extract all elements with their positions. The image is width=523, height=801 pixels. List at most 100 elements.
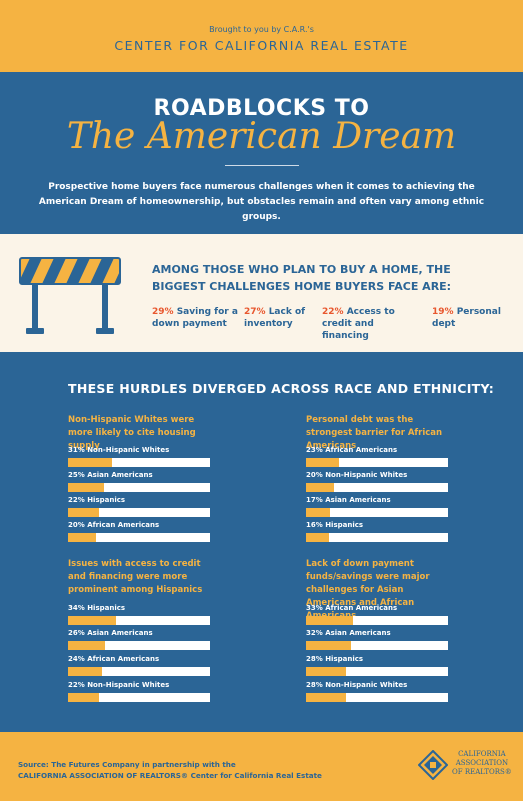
logo-line1: CALIFORNIA: [458, 750, 506, 758]
bar-label: 33% African Americans: [306, 604, 398, 612]
bar-track: [68, 508, 210, 517]
bar-row: 24% African Americans: [68, 655, 213, 676]
bar-label: 28% Hispanics: [306, 655, 364, 663]
bar-fill: [306, 641, 352, 650]
challenge-pct: 22%: [322, 307, 344, 317]
hurdle-panel: Non-Hispanic Whites were more likely to …: [68, 414, 213, 544]
panel-title: Personal debt was the strongest barrier …: [306, 415, 443, 451]
car-logo-text: CALIFORNIA ASSOCIATION OF REALTORS®: [452, 750, 512, 777]
source-line1: Source: The Futures Company in partnersh…: [18, 760, 236, 769]
bar-row: 23% African Americans: [306, 446, 451, 467]
title-section: ROADBLOCKS TO The American Dream Prospec…: [0, 72, 523, 234]
bar-label: 34% Hispanics: [68, 604, 126, 612]
bar-label: 17% Asian Americans: [306, 496, 391, 504]
logo-line3: OF REALTORS®: [452, 768, 512, 776]
bar-fill: [306, 533, 329, 542]
bar-row: 28% Hispanics: [306, 655, 451, 676]
bar-row: 26% Asian Americans: [68, 629, 213, 650]
challenges-band: AMONG THOSE WHO PLAN TO BUY A HOME, THE …: [0, 234, 523, 352]
intro-text: Prospective home buyers face numerous ch…: [38, 182, 485, 222]
title-divider: [225, 165, 299, 166]
bar-fill: [306, 483, 335, 492]
bar-track: [306, 458, 448, 467]
bar-label: 16% Hispanics: [306, 521, 364, 529]
bar-fill: [68, 458, 113, 467]
bar-label: 22% Non-Hispanic Whites: [68, 681, 170, 689]
challenge-label: Lack of inventory: [244, 307, 306, 329]
bar-row: 33% African Americans: [306, 604, 451, 625]
brought-by-text: Brought to you by C.A.R.'s: [209, 25, 314, 34]
header: Brought to you by C.A.R.'s CENTER FOR CA…: [0, 0, 523, 72]
logo-line2: ASSOCIATION: [455, 759, 509, 767]
bar-fill: [68, 483, 104, 492]
bar-label: 25% Asian Americans: [68, 471, 153, 479]
bar-track: [306, 533, 448, 542]
bar-track: [68, 641, 210, 650]
hurdle-panel: Issues with access to credit and financi…: [68, 558, 213, 708]
bar-label: 24% African Americans: [68, 655, 160, 663]
bar-label: 26% Asian Americans: [68, 629, 153, 637]
challenge-pct: 27%: [244, 307, 266, 317]
bar-label: 32% Asian Americans: [306, 629, 391, 637]
challenge-label: Personal dept: [432, 307, 501, 329]
challenge-label: Access to credit and financing: [322, 307, 395, 341]
center-name: CENTER FOR CALIFORNIA REAL ESTATE: [114, 38, 409, 53]
bar-row: 17% Asian Americans: [306, 496, 451, 517]
bar-track: [306, 616, 448, 625]
bar-label: 28% Non-Hispanic Whites: [306, 681, 408, 689]
title-line2: The American Dream: [66, 116, 457, 157]
bar-row: 16% Hispanics: [306, 521, 451, 542]
bar-row: 25% Asian Americans: [68, 471, 213, 492]
bar-label: 20% Non-Hispanic Whites: [306, 471, 408, 479]
challenge-item: 29% Saving for a down payment: [152, 306, 238, 330]
bar-track: [68, 458, 210, 467]
bar-row: 22% Hispanics: [68, 496, 213, 517]
challenges-heading: AMONG THOSE WHO PLAN TO BUY A HOME, THE …: [152, 263, 452, 293]
bar-track: [306, 693, 448, 702]
source-note: Source: The Futures Company in partnersh…: [18, 759, 322, 781]
hurdle-panel: Lack of down payment funds/savings were …: [306, 558, 451, 708]
bar-track: [68, 616, 210, 625]
bar-row: 32% Asian Americans: [306, 629, 451, 650]
bar-track: [68, 533, 210, 542]
road-barrier-icon: [19, 257, 121, 334]
bar-track: [306, 667, 448, 676]
bar-track: [306, 483, 448, 492]
bar-fill: [68, 616, 117, 625]
bar-label: 31% Non-Hispanic Whites: [68, 446, 170, 454]
bar-label: 23% African Americans: [306, 446, 398, 454]
car-logo-icon: [418, 750, 448, 780]
bar-fill: [306, 693, 346, 702]
challenge-item: 27% Lack of inventory: [244, 306, 316, 330]
bar-row: 20% African Americans: [68, 521, 213, 542]
bar-track: [306, 508, 448, 517]
panel-title: Issues with access to credit and financi…: [68, 559, 203, 595]
source-line2: CALIFORNIA ASSOCIATION OF REALTORS® Cent…: [18, 771, 322, 780]
challenge-pct: 29%: [152, 307, 174, 317]
bar-row: 20% Non-Hispanic Whites: [306, 471, 451, 492]
bar-label: 22% Hispanics: [68, 496, 126, 504]
bar-fill: [306, 616, 353, 625]
bar-row: 22% Non-Hispanic Whites: [68, 681, 213, 702]
footer: Source: The Futures Company in partnersh…: [0, 732, 523, 801]
challenge-item: 22% Access to credit and financing: [322, 306, 422, 342]
challenge-item: 19% Personal dept: [432, 306, 512, 330]
bar-fill: [306, 508, 331, 517]
bar-row: 31% Non-Hispanic Whites: [68, 446, 213, 467]
hurdles-heading: THESE HURDLES DIVERGED ACROSS RACE AND E…: [68, 381, 495, 396]
challenge-label: Saving for a down payment: [152, 307, 238, 329]
bar-fill: [306, 458, 339, 467]
bar-track: [68, 483, 210, 492]
bar-fill: [68, 667, 103, 676]
bar-fill: [68, 693, 100, 702]
bar-fill: [306, 667, 346, 676]
bar-fill: [68, 533, 97, 542]
bar-row: 34% Hispanics: [68, 604, 213, 625]
bar-label: 20% African Americans: [68, 521, 160, 529]
bar-track: [68, 667, 210, 676]
bar-track: [68, 693, 210, 702]
challenge-pct: 19%: [432, 307, 454, 317]
bar-fill: [68, 508, 100, 517]
bar-track: [306, 641, 448, 650]
bar-row: 28% Non-Hispanic Whites: [306, 681, 451, 702]
